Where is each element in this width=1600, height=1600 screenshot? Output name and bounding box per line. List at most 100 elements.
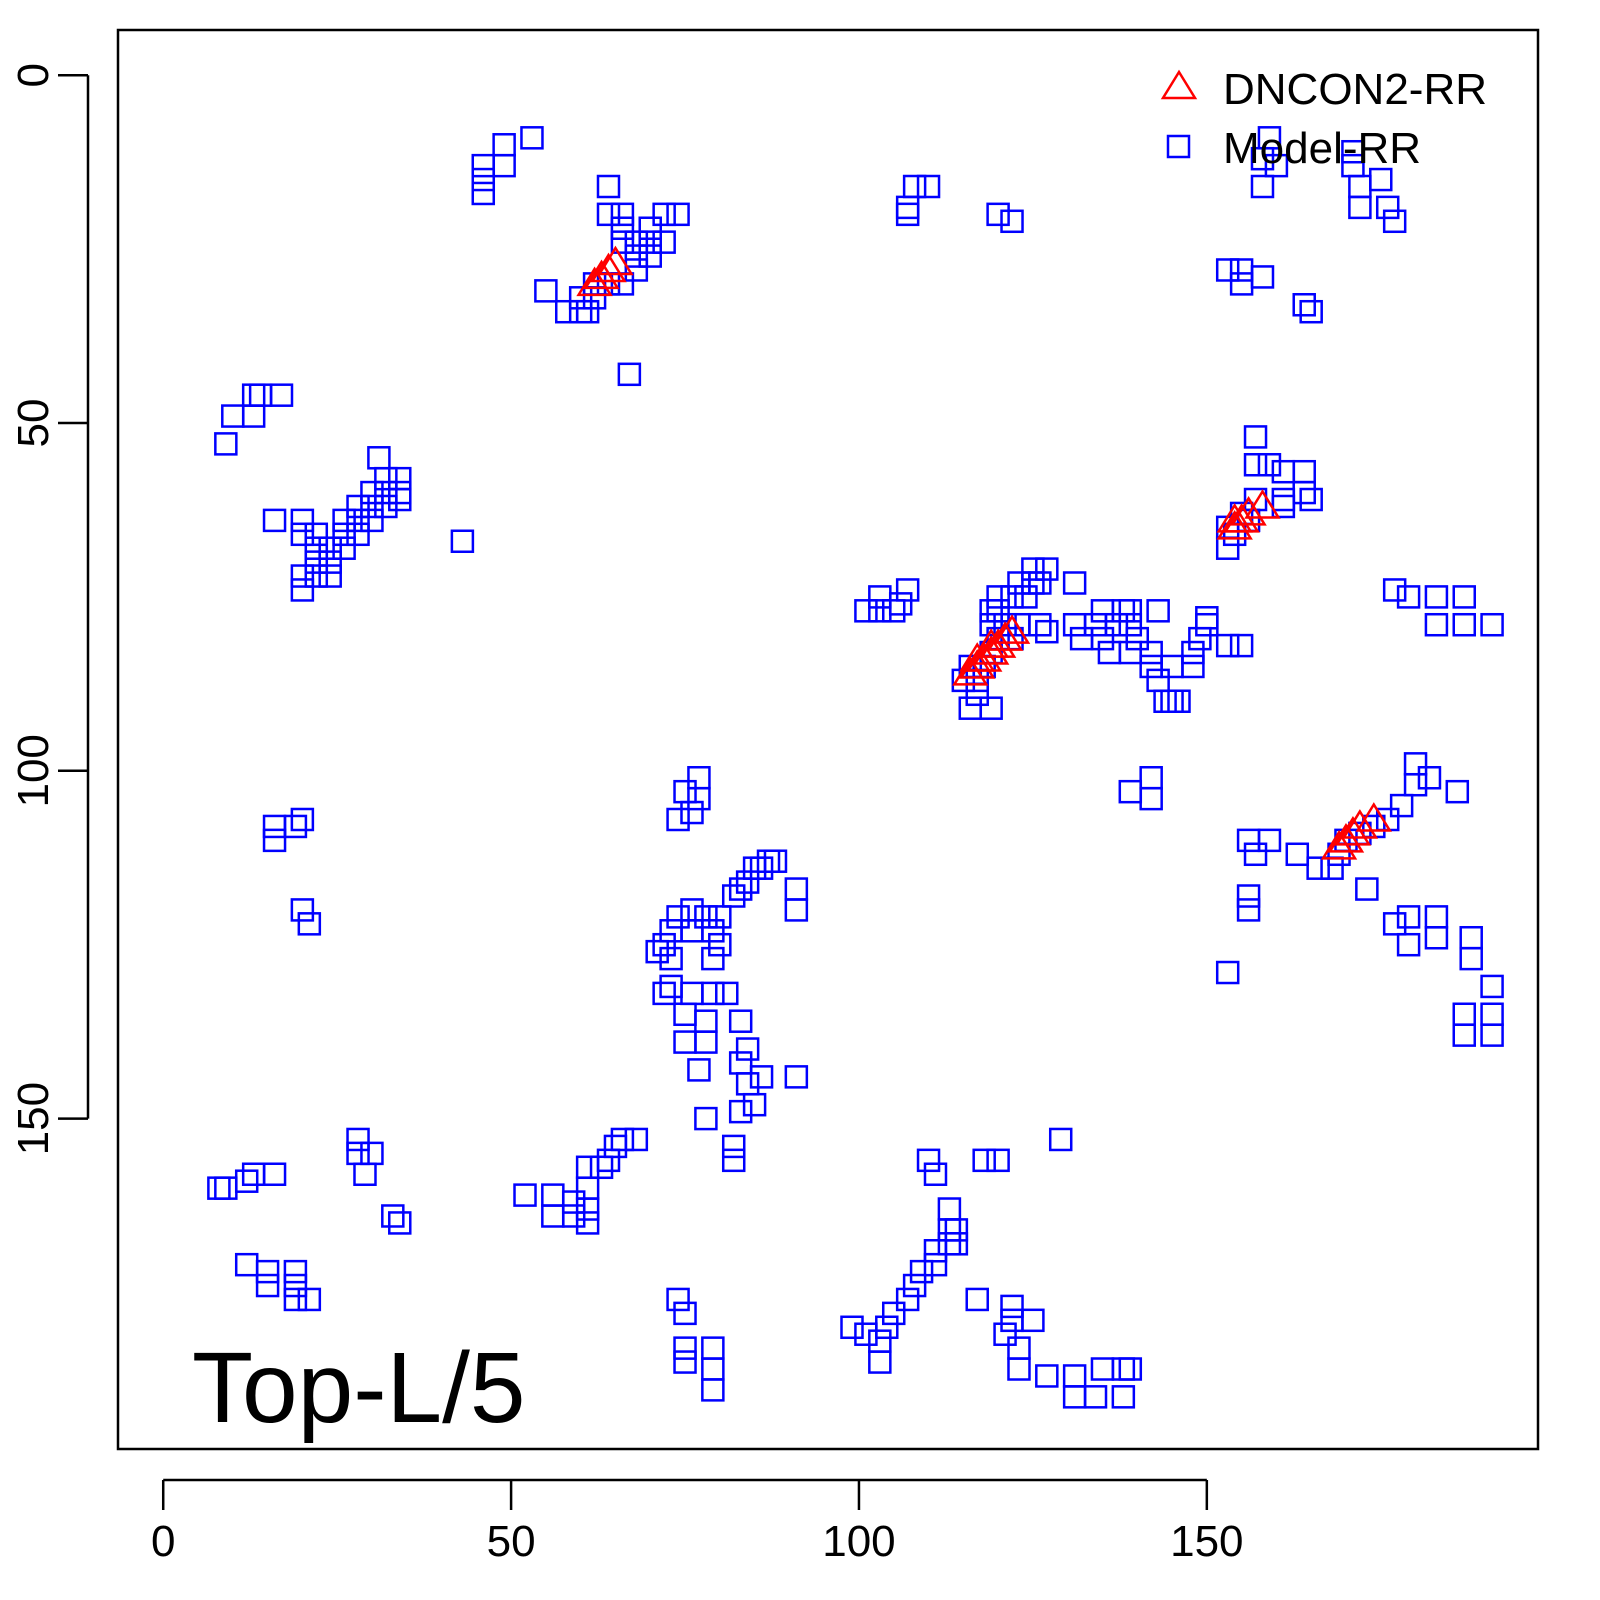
model-rr-point (1104, 612, 1129, 637)
model-rr-point (1118, 612, 1143, 637)
model-rr-point (638, 230, 662, 254)
model-rr-point (1271, 459, 1296, 484)
axes: 0 50 100 150 0 50 100 150 (9, 63, 1244, 1566)
model-rr-point (624, 244, 649, 268)
model-rr-point (214, 432, 238, 456)
model-rr-point (666, 1287, 690, 1312)
model-rr-point (965, 682, 989, 707)
model-rr-point (575, 1176, 600, 1200)
model-rr-point (1195, 606, 1219, 630)
model-rr-point (388, 487, 412, 512)
model-rr-point (673, 779, 697, 804)
model-rr-point (1236, 828, 1261, 853)
dncon2-rr-point (1355, 802, 1393, 832)
model-rr-point (346, 494, 370, 519)
model-rr-point (471, 181, 496, 206)
model-rr-point (868, 599, 892, 623)
model-rr-point (332, 522, 356, 547)
model-rr-point (1111, 1357, 1136, 1381)
model-rr-point (1111, 1385, 1136, 1409)
model-rr-point (492, 133, 516, 157)
model-rr-point (652, 932, 676, 957)
model-rr-point (937, 1197, 962, 1221)
model-rr-point (986, 599, 1010, 623)
model-rr-point (290, 508, 315, 533)
model-rr-point (555, 299, 579, 324)
model-rr-point (617, 362, 642, 387)
model-rr-point (624, 258, 649, 282)
model-rr-point (346, 1141, 370, 1166)
model-rr-point (749, 1065, 774, 1089)
model-rr-point (715, 981, 739, 1006)
model-rr-point (916, 174, 941, 199)
model-rr-point (1243, 452, 1268, 477)
model-rr-point (374, 494, 398, 519)
model-rr-point (624, 230, 649, 254)
model-rr-point (958, 696, 983, 720)
model-rr-point (304, 522, 329, 547)
model-rr-point (965, 1287, 989, 1312)
model-rr-point (381, 1204, 405, 1228)
model-rr-point (666, 905, 690, 929)
model-rr-point (1035, 1364, 1059, 1388)
model-rr-point (659, 946, 683, 971)
model-rr-point (673, 1336, 697, 1360)
model-rr-point (986, 585, 1010, 609)
model-rr-point (1396, 932, 1421, 957)
model-rr-point (1299, 487, 1323, 512)
model-rr-point (353, 1162, 377, 1186)
model-rr-point (603, 1134, 628, 1159)
model-rr-point (207, 1176, 231, 1200)
model-rr-point (944, 1218, 969, 1242)
model-rr-point (840, 1315, 864, 1340)
model-rr-point (610, 230, 635, 254)
model-rr-point (1396, 905, 1421, 929)
model-rr-point (701, 919, 725, 943)
model-rr-point (610, 202, 635, 227)
model-rr-point (1424, 905, 1449, 929)
legend-label-model: Model-RR (1223, 124, 1421, 173)
model-rr-point (728, 1051, 753, 1075)
y-tick-label: 150 (9, 1082, 58, 1155)
model-rr-point (916, 1148, 941, 1173)
model-rr-point (1090, 599, 1115, 623)
model-rr-point (346, 522, 370, 547)
model-rr-point (1348, 174, 1372, 199)
model-rr-point (742, 1092, 767, 1117)
legend-label-dncon2: DNCON2-RR (1223, 65, 1487, 114)
x-tick-label: 50 (487, 1517, 536, 1566)
y-tick-label: 100 (9, 734, 58, 807)
model-rr-point (1396, 585, 1421, 609)
model-rr-point (1480, 1023, 1504, 1047)
model-rr-point (1299, 299, 1323, 324)
model-rr-point (756, 849, 781, 873)
model-rr-point (575, 1155, 600, 1180)
model-rr-point (1250, 174, 1275, 199)
model-rr-point (784, 877, 809, 901)
model-rr-point (666, 807, 690, 832)
model-rr-point (895, 1287, 920, 1312)
model-rr-point (1452, 1002, 1477, 1027)
model-rr-point (1181, 654, 1205, 679)
model-rr-point (304, 564, 329, 588)
model-rr-point (234, 1169, 259, 1193)
model-rr-point (735, 1072, 760, 1096)
model-rr-point (1035, 557, 1059, 581)
model-rr-point (1000, 1294, 1024, 1319)
model-rr-point (1188, 626, 1212, 651)
model-rr-point (1167, 689, 1191, 713)
model-rr-point (1048, 1127, 1073, 1152)
model-rr-point (854, 1322, 878, 1346)
model-rr-point (1021, 571, 1045, 595)
model-rr-point (241, 383, 266, 407)
model-rr-point (290, 578, 315, 602)
model-rr-point (1000, 1308, 1024, 1333)
model-rr-point (290, 898, 315, 922)
model-rr-point (360, 508, 384, 533)
model-rr-point (283, 814, 308, 839)
model-rr-point (221, 404, 245, 428)
model-rr-point (304, 550, 329, 574)
model-rr-point (1403, 772, 1428, 797)
model-rr-point (763, 849, 788, 873)
model-rr-point (638, 216, 662, 240)
